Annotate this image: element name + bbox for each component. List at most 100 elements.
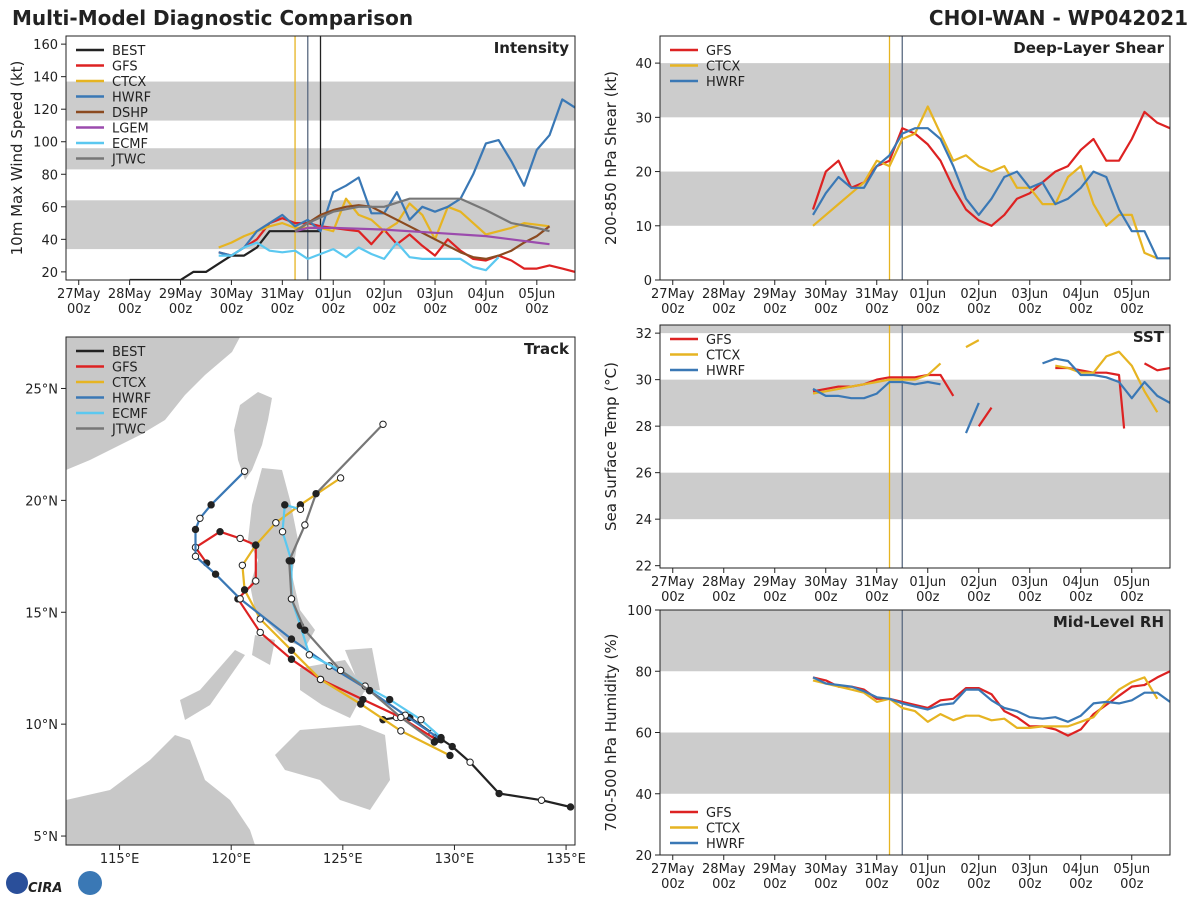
shaded-band <box>660 610 1170 672</box>
plot-area <box>660 325 1170 568</box>
x-tick-label: 04Jun 00z <box>1062 287 1099 317</box>
track-point <box>430 738 439 746</box>
track-point <box>285 557 293 565</box>
legend-label: GFS <box>706 806 732 821</box>
legend-label: CTCX <box>706 60 740 75</box>
x-tick-label: 02Jun 00z <box>960 862 997 892</box>
x-tick-label: 28May 00z <box>702 287 746 317</box>
axes-frame <box>659 35 1171 281</box>
plot-area <box>66 36 575 280</box>
track-point <box>236 534 244 543</box>
legend-label: BEST <box>112 345 145 360</box>
shaded-band <box>660 171 1170 226</box>
shaded-band <box>660 325 1170 334</box>
track-point <box>446 751 454 760</box>
y-tick-label: 60 <box>635 727 652 742</box>
land <box>66 337 390 845</box>
series-line <box>382 716 571 809</box>
x-tick-label: 05Jun 00z <box>1113 862 1150 892</box>
y-tick-label: 10 <box>635 220 652 235</box>
x-tick-label: 03Jun 00z <box>417 287 454 317</box>
legend-label: LGEM <box>112 122 149 137</box>
y-tick-label: 120 <box>33 103 58 118</box>
series-line <box>194 530 438 741</box>
y-axis-label: 700-500 hPa Humidity (%) <box>602 633 620 831</box>
plot-area <box>191 420 575 811</box>
panel-title: Mid-Level RH <box>1053 613 1164 631</box>
legend-label: JTWC <box>111 423 146 438</box>
legend-label: HWRF <box>706 837 745 852</box>
track-point <box>256 628 264 637</box>
track-point <box>495 789 503 798</box>
x-tick-label: 31May 00z <box>855 862 899 892</box>
legend-label: ECMF <box>112 407 148 422</box>
y-tick-label: 20 <box>635 849 652 864</box>
series-line <box>294 197 550 233</box>
legend-label: CTCX <box>706 349 740 364</box>
series-line <box>218 98 575 257</box>
page-title: Multi-Model Diagnostic Comparison <box>12 6 413 30</box>
series-line <box>812 339 1159 413</box>
track-point <box>191 525 200 534</box>
track-point <box>301 626 309 634</box>
y-tick-label: 100 <box>33 136 58 151</box>
x-tick-label: 05Jun 00z <box>518 287 555 317</box>
legend-label: HWRF <box>706 364 745 379</box>
axes-frame <box>65 336 576 846</box>
y-tick-label: 40 <box>41 233 58 248</box>
y-tick-label: 22 <box>635 560 652 575</box>
x-tick-label: 01Jun 00z <box>909 575 946 605</box>
track-point <box>287 655 296 663</box>
x-tick-label: 28May 00z <box>702 862 746 892</box>
series-line <box>218 241 500 272</box>
y-tick-label: 20 <box>635 166 652 181</box>
x-tick-label: 01Jun 00z <box>909 862 946 892</box>
panel-title: SST <box>1133 328 1165 346</box>
series-line <box>218 197 550 249</box>
track-point <box>296 505 305 514</box>
x-tick-label: 125°E <box>323 852 363 867</box>
series-line <box>812 127 1170 260</box>
track-point <box>236 595 244 603</box>
y-tick-label: 28 <box>635 420 652 435</box>
x-tick-label: 130°E <box>435 852 475 867</box>
shaded-band <box>660 63 1170 118</box>
series-line <box>129 230 321 280</box>
track-point <box>379 420 387 428</box>
x-tick-label: 120°E <box>211 852 251 867</box>
plot-area <box>660 610 1170 855</box>
axes-frame <box>65 35 576 281</box>
y-tick-label: 40 <box>635 788 652 803</box>
y-axis-label: 10m Max Wind Speed (kt) <box>8 61 26 256</box>
series-line <box>812 362 1170 429</box>
x-tick-label: 03Jun 00z <box>1011 575 1048 605</box>
track-point <box>336 474 345 482</box>
legend-label: HWRF <box>706 75 745 90</box>
track-point <box>207 501 215 509</box>
y-tick-label: 140 <box>33 71 58 86</box>
x-tick-label: 27May 00z <box>651 862 695 892</box>
track-point <box>386 695 394 704</box>
y-tick-label: 10°N <box>25 718 58 733</box>
shaded-band <box>660 379 1170 427</box>
x-tick-label: 31May 00z <box>855 287 899 317</box>
x-tick-label: 29May 00z <box>159 287 203 317</box>
x-tick-label: 30May 00z <box>804 575 848 605</box>
track-point <box>272 519 280 527</box>
legend-label: BEST <box>112 44 145 59</box>
y-tick-label: 30 <box>635 374 652 389</box>
x-tick-label: 04Jun 00z <box>1062 862 1099 892</box>
panel-title: Deep-Layer Shear <box>1013 39 1164 57</box>
x-tick-label: 02Jun 00z <box>960 287 997 317</box>
legend-label: JTWC <box>111 153 146 168</box>
series-line <box>812 105 1158 260</box>
track-point <box>437 733 445 742</box>
x-tick-label: 05Jun 00z <box>1113 287 1150 317</box>
track-point <box>287 595 296 603</box>
y-tick-label: 100 <box>627 604 652 619</box>
legend-label: DSHP <box>112 106 148 121</box>
x-tick-label: 115°E <box>100 852 140 867</box>
panel-title: Track <box>524 340 570 358</box>
series-line <box>294 226 550 246</box>
